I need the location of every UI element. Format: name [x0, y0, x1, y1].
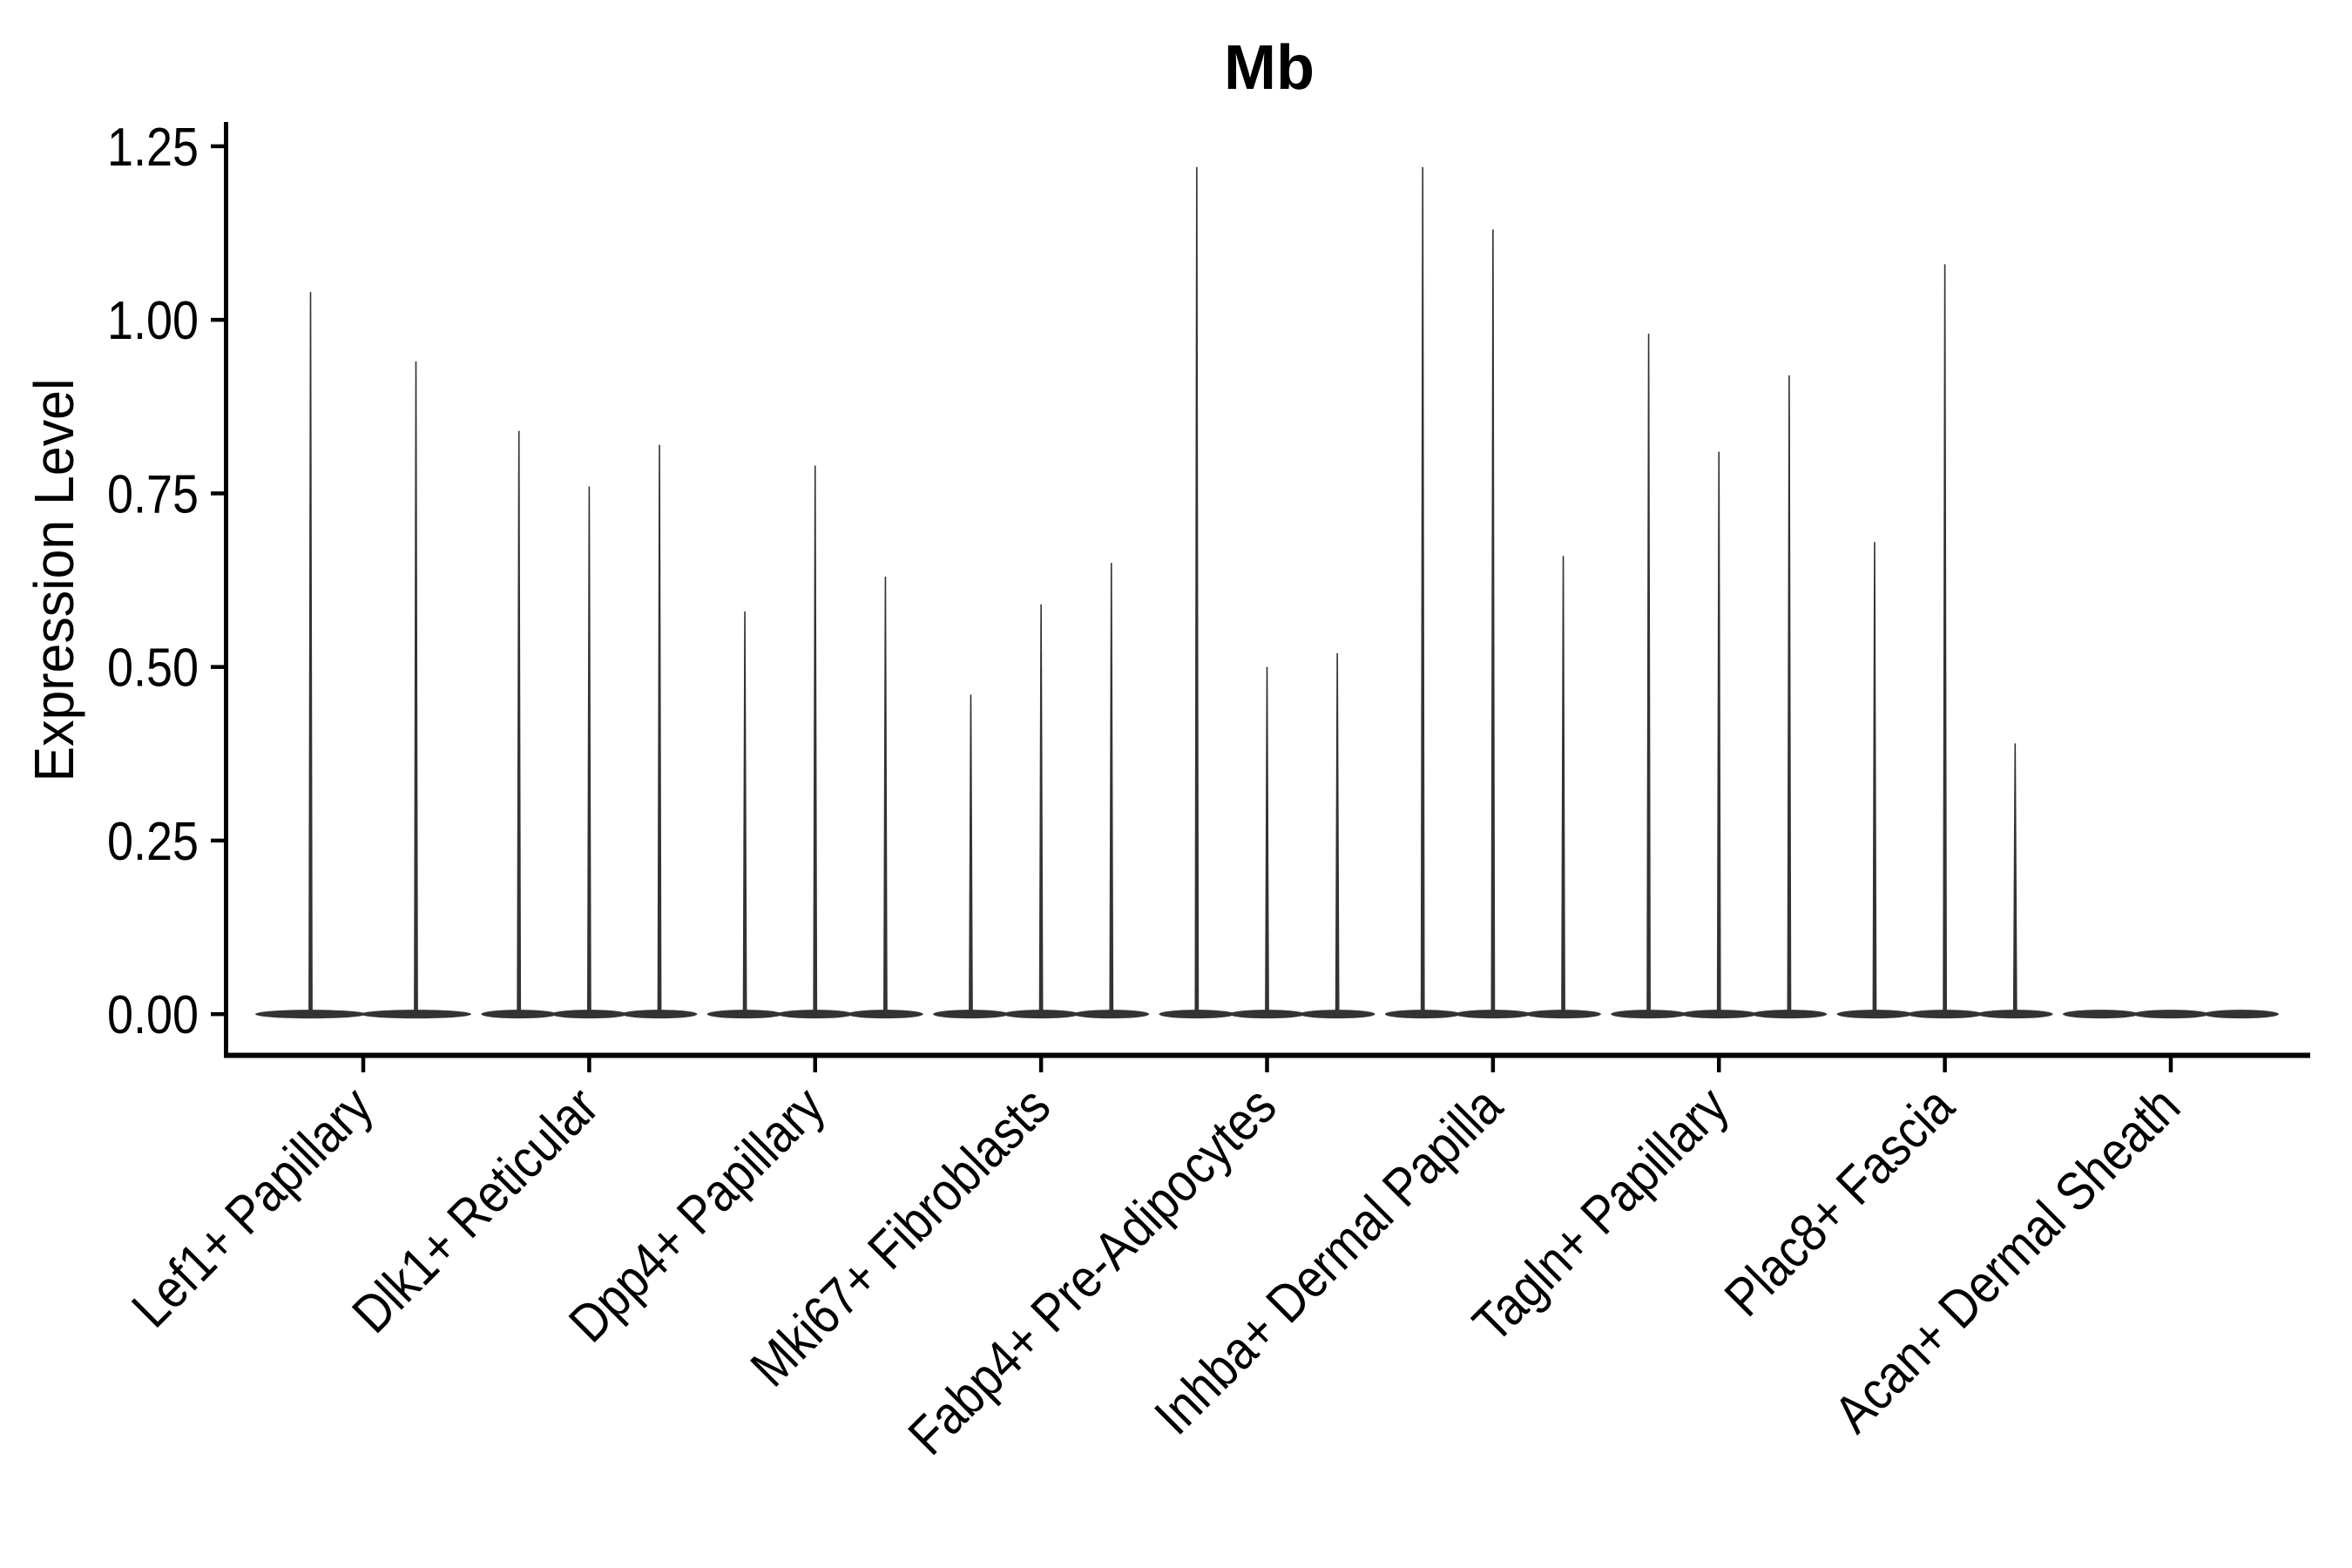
violin-spike: [969, 694, 973, 1017]
violin-spike: [657, 444, 662, 1017]
violin-spike: [586, 486, 591, 1017]
violin-spike: [1490, 229, 1496, 1017]
violin-spike: [1265, 666, 1269, 1017]
violin-spike: [813, 465, 818, 1017]
violin-group: [1159, 166, 1375, 1019]
violin-group: [1611, 334, 1828, 1019]
violin-spike: [742, 611, 747, 1017]
violin-group: [1836, 264, 2053, 1019]
violin-spike: [1716, 451, 1721, 1017]
violin-body: [2132, 1010, 2209, 1019]
violin-spike: [308, 292, 313, 1017]
violin-body: [2063, 1010, 2139, 1019]
y-tick-label: 1.25: [107, 117, 199, 177]
violin-spike: [1335, 652, 1340, 1017]
y-tick-label: 1.00: [107, 291, 199, 351]
violin-group: [933, 563, 1150, 1019]
violin-spike: [2012, 743, 2017, 1017]
violin-spike: [1194, 166, 1200, 1017]
y-axis: 0.00 0.25 0.50 0.75 1.00 1.25: [107, 117, 224, 1045]
violin-spike: [1420, 166, 1425, 1017]
violin-group: [706, 465, 923, 1019]
violin-spike: [1109, 563, 1114, 1017]
violin-group: [481, 430, 698, 1019]
violin-body: [2203, 1010, 2280, 1019]
violin-spike: [414, 361, 418, 1017]
violin-spike: [1787, 375, 1792, 1017]
chart-title: Mb: [1224, 33, 1315, 103]
y-tick-label: 0.00: [107, 985, 199, 1045]
y-tick-label: 0.25: [107, 811, 199, 871]
violin-group: [1384, 166, 1601, 1019]
violins-layer: [255, 166, 2280, 1019]
violin-spike: [883, 577, 888, 1017]
violin-spike: [1943, 264, 1948, 1017]
violin-spike: [1038, 604, 1044, 1017]
y-axis-title: Expression Level: [24, 379, 86, 782]
x-tick-label: Plac8+ Fascia: [1713, 1075, 1966, 1328]
violin-group: [255, 292, 471, 1019]
violin-group: [2063, 1010, 2280, 1019]
violin-spike: [1646, 334, 1651, 1017]
y-tick-label: 0.50: [107, 638, 199, 698]
violin-spike: [1872, 542, 1877, 1017]
x-tick-label: Fabp4+ Pre-Adipocytes: [897, 1076, 1288, 1467]
violin-spike: [1561, 556, 1565, 1017]
y-tick-label: 0.75: [107, 464, 199, 524]
violin-spike: [517, 430, 522, 1017]
